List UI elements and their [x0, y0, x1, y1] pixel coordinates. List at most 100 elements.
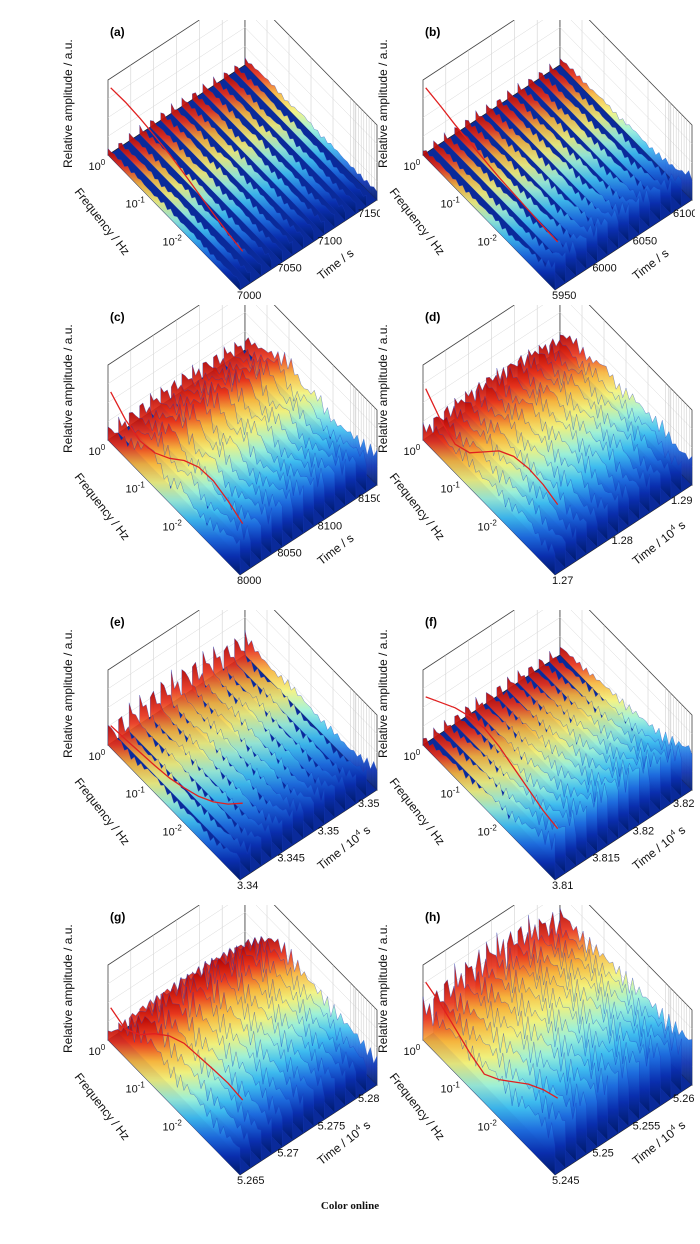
- spectral-surface-strip: [160, 681, 293, 846]
- frequency-axis-label: Frequency / Hz: [387, 185, 448, 258]
- frequency-tick-label: 10-1: [441, 196, 461, 211]
- time-trace-line: [110, 725, 243, 805]
- time-axis-label: Time / 104 s: [629, 517, 688, 568]
- spectral-surface-strip: [202, 83, 335, 229]
- time-tick-label: 7050: [277, 263, 301, 275]
- time-axis-label: Time / s: [315, 246, 357, 283]
- frequency-tick-label: 100: [89, 443, 106, 458]
- spectral-surface-strip: [150, 690, 283, 853]
- chart-e: (e) Relative amplitude / a.u. Frequency / …: [61, 610, 380, 890]
- time-tick-label: 8000: [237, 575, 261, 585]
- figure-caption: Color online: [320, 1200, 380, 1212]
- spectral-surface-strip: [475, 109, 608, 256]
- panel-label: (b): [425, 25, 440, 39]
- chart-c: (c) Relative amplitude / a.u. Frequency / …: [61, 305, 380, 585]
- time-tick-label: 1.27: [552, 575, 573, 585]
- frequency-tick-label: 100: [404, 1043, 421, 1058]
- time-trace-line: [110, 1007, 244, 1101]
- spectral-surface-strip: [496, 98, 629, 242]
- frequency-tick-label: 10-1: [441, 481, 461, 496]
- frequency-tick-label: 10-1: [441, 786, 461, 801]
- spectral-surface-strip: [139, 695, 272, 860]
- z-axis-label: Relative amplitude / a.u.: [61, 629, 75, 758]
- frequency-axis-label: Frequency / Hz: [72, 1070, 133, 1143]
- time-trace-line: [425, 388, 559, 505]
- spectral-surface-strip: [538, 72, 672, 215]
- time-tick-label: 3.35: [318, 825, 339, 837]
- frequency-tick-label: 10-2: [477, 518, 497, 533]
- frequency-axis-label: Frequency / Hz: [72, 775, 133, 848]
- time-tick-label: 6050: [633, 235, 657, 247]
- time-axis-label: Time / s: [630, 246, 672, 283]
- spectral-surface-strip: [549, 63, 682, 208]
- spectral-surface-strip: [192, 92, 325, 235]
- frequency-axis-label: Frequency / Hz: [72, 470, 133, 543]
- spectral-surface-strip: [422, 737, 556, 881]
- panel-h: (h) Relative amplitude / a.u. Frequency / …: [355, 905, 695, 1185]
- time-tick-label: 5.245: [552, 1175, 580, 1185]
- time-tick-label: 6100: [673, 208, 695, 220]
- spectral-surface-strip: [107, 724, 241, 881]
- frequency-tick-label: 10-2: [162, 518, 182, 533]
- time-tick-label: 7150: [358, 208, 380, 220]
- spectral-surface-strip: [181, 669, 314, 832]
- spectral-surface-strip: [181, 97, 314, 242]
- time-tick-label: 5.25: [592, 1148, 613, 1160]
- frequency-tick-label: 100: [89, 158, 106, 173]
- z-axis-label: Relative amplitude / a.u.: [61, 324, 75, 453]
- z-axis-label: Relative amplitude / a.u.: [376, 39, 390, 168]
- frequency-tick-label: 100: [404, 748, 421, 763]
- time-tick-label: 1.28: [612, 535, 633, 547]
- frequency-axis-label: Frequency / Hz: [387, 775, 448, 848]
- time-tick-label: 8100: [318, 520, 342, 532]
- frequency-axis-label: Frequency / Hz: [387, 470, 448, 543]
- time-tick-label: 3.34: [237, 880, 258, 890]
- frequency-tick-label: 100: [404, 443, 421, 458]
- panel-f: (f) Relative amplitude / a.u. Frequency / …: [355, 610, 695, 890]
- time-tick-label: 8050: [277, 548, 301, 560]
- spectral-surface-strip: [422, 422, 556, 576]
- frequency-tick-label: 10-2: [477, 823, 497, 838]
- spectral-surface-strip: [223, 72, 357, 215]
- time-tick-label: 1.29: [671, 495, 692, 507]
- z-axis-label: Relative amplitude / a.u.: [376, 924, 390, 1053]
- time-tick-label: 5.28: [358, 1093, 379, 1105]
- frequency-axis-label: Frequency / Hz: [387, 1070, 448, 1143]
- panel-e: (e) Relative amplitude / a.u. Frequency / …: [40, 610, 380, 890]
- chart-d: (d) Relative amplitude / a.u. Frequency / …: [376, 305, 693, 585]
- time-axis-label: Time / s: [315, 531, 357, 568]
- spectral-surface-strip: [107, 426, 241, 576]
- chart-b: (b) Relative amplitude / a.u. Frequency / …: [376, 20, 695, 300]
- frequency-axis-label: Frequency / Hz: [72, 185, 133, 258]
- time-tick-label: 5.265: [237, 1175, 265, 1185]
- frequency-tick-label: 10-1: [126, 1081, 146, 1096]
- chart-a: (a) Relative amplitude / a.u. Frequency / …: [61, 20, 380, 300]
- spectral-surface-strip: [128, 132, 262, 277]
- time-trace-line: [110, 87, 244, 252]
- frequency-tick-label: 10-2: [162, 1118, 182, 1133]
- spectral-surface-strip: [171, 103, 304, 249]
- time-tick-label: 5.275: [318, 1120, 346, 1132]
- time-tick-label: 3.355: [358, 798, 380, 810]
- frequency-tick-label: 100: [89, 1043, 106, 1058]
- panel-b: (b) Relative amplitude / a.u. Frequency / …: [355, 20, 695, 300]
- spectral-surface-strip: [107, 148, 241, 291]
- spectral-surface-strip: [150, 120, 283, 263]
- spectral-surface-strip: [139, 125, 272, 270]
- spectral-surface-strip: [507, 90, 640, 235]
- time-tick-label: 5.27: [277, 1148, 298, 1160]
- spectral-surface-strip: [234, 65, 367, 208]
- time-tick-label: 3.81: [552, 880, 573, 890]
- chart-h: (h) Relative amplitude / a.u. Frequency / …: [376, 905, 694, 1185]
- spectral-surface-strip: [244, 630, 378, 791]
- spectral-surface-strip: [422, 996, 556, 1176]
- frequency-tick-label: 100: [404, 158, 421, 173]
- time-trace-line: [425, 696, 559, 830]
- frequency-tick-label: 10-2: [477, 1118, 497, 1133]
- panel-d: (d) Relative amplitude / a.u. Frequency / …: [355, 305, 695, 585]
- spectral-surface-strip: [171, 669, 304, 839]
- spectral-surface-strip: [244, 57, 378, 201]
- spectral-surface-strip: [465, 119, 598, 263]
- time-trace-line: [425, 87, 559, 243]
- panel-a: (a) Relative amplitude / a.u. Frequency / …: [40, 20, 380, 300]
